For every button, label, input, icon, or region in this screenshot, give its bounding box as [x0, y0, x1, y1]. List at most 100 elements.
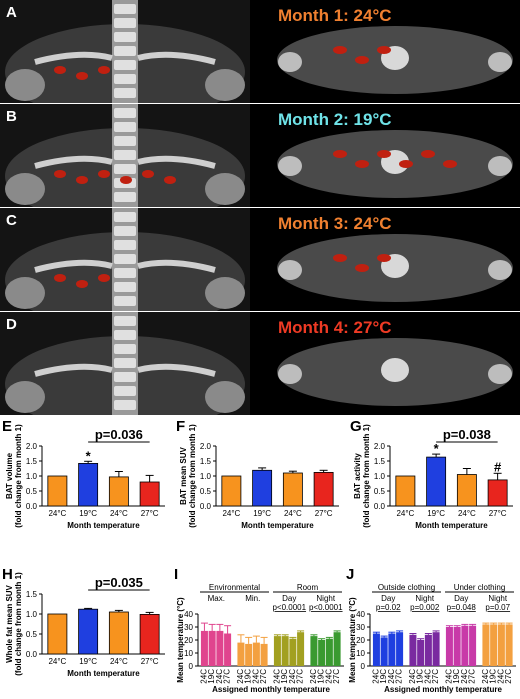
left-clavicle: [34, 259, 113, 273]
vertebra: [114, 344, 136, 354]
significance-star: *: [86, 448, 92, 463]
panel-letter: H: [2, 566, 13, 583]
bat-uptake: [377, 254, 391, 262]
x-axis-label: Assigned monthly temperature: [212, 685, 330, 694]
y-axis-label: (fold change from month 1): [188, 424, 197, 528]
bar: [281, 636, 289, 666]
subgroup-label: Night: [316, 594, 335, 603]
x-tick-label: 19C: [452, 669, 461, 684]
bar: [216, 630, 224, 666]
subgroup-label: Max.: [208, 594, 225, 603]
bar: [487, 479, 508, 507]
x-tick-label: 19°C: [79, 509, 97, 518]
x-tick-label: 27C: [296, 669, 305, 684]
x-tick-label: 19C: [489, 669, 498, 684]
bar: [380, 637, 388, 666]
y-tick-label: 1.0: [374, 472, 386, 481]
x-tick-label: 24°C: [284, 509, 302, 518]
bat-uptake: [377, 46, 391, 54]
significance-star: *: [434, 441, 440, 456]
bar: [388, 633, 396, 666]
vertebra: [114, 296, 136, 306]
bar: [453, 627, 461, 666]
right-humerus-head: [205, 173, 245, 205]
y-tick-label: 1.5: [200, 457, 212, 466]
subgroup-label: Night: [415, 594, 434, 603]
bat-uptake: [355, 264, 369, 272]
right-clavicle: [137, 259, 216, 273]
vertebra: [114, 212, 136, 222]
bar: [372, 633, 380, 666]
vertebra: [114, 330, 136, 340]
y-axis-label: BAT volume: [5, 452, 14, 499]
bat-uptake: [164, 176, 176, 184]
bar: [224, 633, 232, 666]
y-tick-label: 1.5: [26, 590, 38, 599]
x-tick-label: 27C: [468, 669, 477, 684]
x-tick-label: 27C: [504, 669, 513, 684]
x-axis-label: Month temperature: [67, 669, 140, 678]
x-tick-label: 27°C: [141, 657, 159, 666]
x-tick-label: 27C: [431, 669, 440, 684]
chart-h: 0.0 0.5 1.0 1.5 24°C 19°C 24°C 27°C Month temper…: [2, 566, 169, 685]
bar: [108, 611, 129, 655]
chart-e: 0.0 0.5 1.0 1.5 2.0 24°C 19°C 24°C 27°C Month tem…: [2, 418, 169, 537]
x-tick-label: 19°C: [253, 509, 271, 518]
y-axis-label: Mean temperature (°C): [348, 597, 357, 683]
bar: [325, 638, 333, 666]
vertebra-section: [381, 358, 409, 382]
y-tick-label: 0: [361, 662, 366, 671]
bat-uptake: [333, 46, 347, 54]
right-humerus-head: [205, 277, 245, 309]
bat-uptake: [333, 150, 347, 158]
p-value-label: p<0.0001: [272, 603, 306, 612]
subgroup-label: Day: [454, 594, 468, 603]
x-tick-label: 24C: [236, 669, 245, 684]
x-tick-label: 27C: [332, 669, 341, 684]
x-tick-label: 19C: [244, 669, 253, 684]
y-tick-label: 40: [184, 610, 193, 619]
left-shoulder-bone: [278, 260, 302, 280]
left-clavicle: [34, 155, 113, 169]
bar: [282, 472, 303, 507]
significance-hash: #: [494, 459, 502, 474]
p-value-label: p=0.02: [376, 603, 401, 612]
bar: [273, 636, 281, 666]
vertebra: [114, 164, 136, 174]
x-axis-label: Month temperature: [67, 521, 140, 530]
vertebra: [114, 150, 136, 160]
bat-uptake: [98, 170, 110, 178]
left-shoulder-bone: [278, 156, 302, 176]
y-tick-label: 40: [356, 610, 365, 619]
y-tick-label: 30: [356, 623, 365, 632]
ct-row-c: C Month 3: 24°C: [0, 208, 520, 311]
left-shoulder-bone: [278, 52, 302, 72]
subgroup-label: Night: [488, 594, 507, 603]
axial-ct-image: [277, 26, 513, 94]
panel-letter: E: [2, 418, 13, 435]
bar: [78, 463, 99, 507]
left-humerus-head: [5, 381, 45, 413]
p-value-annotation: p=0.036: [95, 427, 143, 442]
axial-ct-image: [277, 234, 513, 302]
y-tick-label: 30: [184, 623, 193, 632]
subgroup-label: Day: [282, 594, 296, 603]
bar: [260, 643, 268, 666]
y-axis-label: (fold change from month 1): [14, 572, 23, 676]
vertebra: [114, 316, 136, 326]
x-tick-label: 24C: [272, 669, 281, 684]
y-axis-label: Whole fat mean SUV: [5, 584, 14, 662]
bar: [318, 640, 326, 666]
bat-uptake: [54, 66, 66, 74]
x-tick-label: 24C: [496, 669, 505, 684]
subgroup-label: Min.: [245, 594, 260, 603]
x-tick-label: 24C: [309, 669, 318, 684]
x-tick-label: 24C: [444, 669, 453, 684]
coronal-ct-image: [0, 0, 250, 103]
panel-letter: I: [174, 566, 179, 583]
ct-row-a: A Month 1: 24°C: [0, 0, 520, 103]
bar: [432, 632, 440, 666]
bar: [409, 634, 417, 666]
x-tick-label: 24C: [251, 669, 260, 684]
